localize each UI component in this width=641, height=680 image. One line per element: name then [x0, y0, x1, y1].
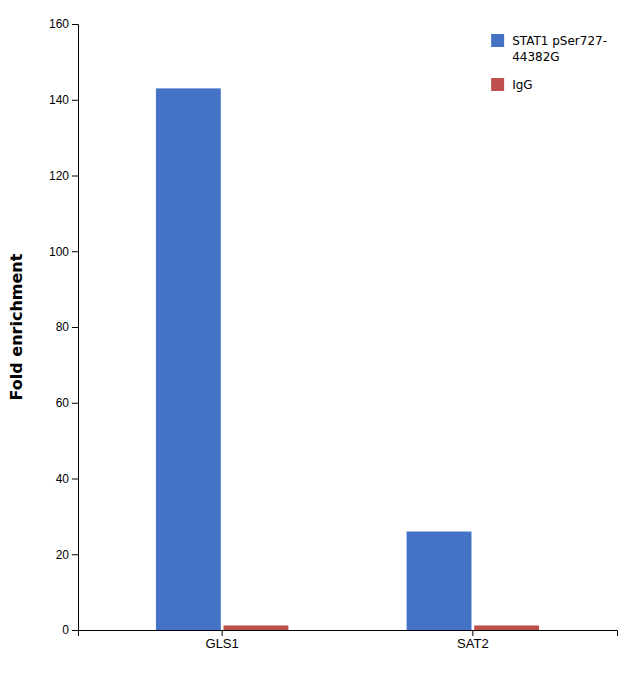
y-tick-label: 60: [56, 396, 70, 410]
y-tick-label: 100: [49, 245, 69, 259]
y-tick-label: 40: [56, 472, 70, 486]
y-tick-label: 140: [49, 93, 69, 107]
plot: 0 20 40 60 80 100 120 140 160 GLS1 SAT2 STAT1 pSer7…: [49, 17, 618, 651]
y-tick: 120: [49, 169, 78, 183]
y-tick: 140: [49, 93, 78, 107]
x-tick-mark: [472, 630, 473, 636]
x-tick-label: SAT2: [457, 636, 489, 651]
x-tick: SAT2: [457, 630, 489, 651]
y-axis-line: [72, 25, 79, 631]
x-tick-mark: [222, 630, 223, 636]
legend-label-line: 44382G: [512, 50, 559, 64]
y-tick-label: 120: [49, 169, 69, 183]
legend-label-line: IgG: [512, 78, 532, 92]
y-tick: 160: [49, 17, 78, 31]
y-tick-mark: [72, 327, 78, 328]
bars: [156, 88, 539, 630]
y-tick-mark: [72, 176, 78, 177]
y-tick-label: 20: [56, 548, 70, 562]
legend-label-line: STAT1 pSer727-: [512, 34, 607, 48]
y-tick-label: 160: [49, 17, 69, 31]
chart: 0 20 40 60 80 100 120 140 160 GLS1 SAT2 STAT1 pSer7…: [0, 0, 641, 680]
y-tick-mark: [72, 251, 78, 252]
y-tick-mark: [72, 403, 78, 404]
y-tick: 0: [62, 623, 78, 637]
legend-label: STAT1 pSer727- 44382G: [512, 34, 607, 64]
y-tick: 100: [49, 245, 78, 259]
x-tick-label: GLS1: [206, 636, 239, 651]
x-axis-line: [79, 631, 618, 637]
legend-label: IgG: [512, 78, 532, 92]
bar-series: [156, 88, 472, 630]
legend-item: IgG: [491, 78, 532, 92]
y-tick: 80: [56, 320, 78, 334]
y-tick-mark: [72, 24, 78, 25]
bar: [224, 625, 289, 630]
x-tick: GLS1: [206, 630, 239, 651]
bar: [156, 88, 221, 630]
legend-swatch: [491, 78, 504, 91]
y-tick: 20: [56, 548, 78, 562]
bar: [474, 625, 539, 630]
y-tick-label: 80: [56, 320, 70, 334]
legend-swatch: [491, 34, 504, 47]
y-tick: 60: [56, 396, 78, 410]
y-tick-mark: [72, 479, 78, 480]
y-axis: 0 20 40 60 80 100 120 140 160: [49, 17, 79, 637]
y-axis-title: Fold enrichment: [7, 253, 26, 400]
legend-item: STAT1 pSer727- 44382G: [491, 34, 607, 64]
y-tick: 40: [56, 472, 78, 486]
bar-series: [224, 625, 540, 630]
x-axis: GLS1 SAT2: [79, 630, 618, 651]
bar: [407, 532, 472, 630]
y-tick-mark: [72, 554, 78, 555]
y-tick-label: 0: [62, 623, 69, 637]
y-tick-mark: [72, 630, 78, 631]
y-tick-mark: [72, 100, 78, 101]
legend: STAT1 pSer727- 44382G IgG: [491, 34, 607, 92]
